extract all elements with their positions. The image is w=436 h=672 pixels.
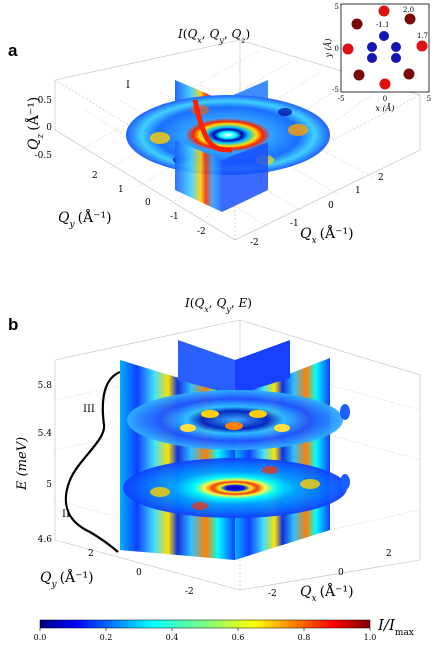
panel-b-qx-axis: -2 0 2 (268, 549, 392, 599)
atom (379, 78, 391, 90)
atom (378, 5, 390, 17)
inset-y-tick: -5 (332, 86, 339, 94)
inset-annotation: -1.1 (376, 21, 390, 29)
qy-tick: 1 (118, 185, 124, 195)
qy-tick: 0 (136, 568, 142, 578)
panel-b-qy-axis: 2 0 -2 (88, 549, 194, 597)
colorbar-gradient (39, 619, 371, 629)
qx-tick: -2 (268, 589, 277, 599)
atom (416, 40, 428, 52)
atom (353, 69, 365, 81)
colorbar-label: I/Imax (377, 616, 414, 638)
qy-axis-label: Qy (Å⁻¹) (58, 208, 112, 230)
panel-b-slice-cap (340, 474, 350, 490)
atom (391, 53, 401, 63)
panel-b-label: b (8, 315, 18, 334)
atom (379, 31, 389, 41)
inset-ylabel: y (Å) (324, 38, 333, 58)
colorbar-tick-label: 0.4 (166, 633, 179, 642)
panel-a-qy-axis: 2 1 0 -1 -2 (92, 171, 206, 237)
qx-axis-label: Qx (Å⁻¹) (300, 582, 354, 604)
e-tick: 5 (46, 480, 52, 490)
panel-a: a I(Qx, Qy, Qz) (8, 27, 421, 248)
panel-b-high-features (180, 410, 290, 432)
inset-x-tick: 0 (383, 95, 387, 103)
qy-tick: -2 (197, 227, 206, 237)
inset-annotation: 1.7 (417, 32, 428, 40)
e-axis-label: E (meV) (15, 437, 30, 491)
qx-tick: -1 (290, 219, 299, 229)
inset-x-tick: 5 (427, 95, 431, 103)
panel-b-wall-top (178, 340, 235, 395)
qz-axis-label: Qz(Å⁻¹) (24, 97, 46, 150)
qy-tick: -1 (170, 212, 179, 222)
panel-b-title: I(Qx, Qy, E) (184, 296, 252, 314)
inset-annotation: 2.0 (403, 6, 414, 14)
panel-b-slice-high (127, 390, 343, 450)
inset-atom-lattice: 2.0 -1.1 1.7 5 0 -5 -5 0 5 x (Å) y (Å) (324, 3, 431, 113)
panel-b: b I(Qx, Qy, E) (8, 296, 421, 604)
qy-tick: 2 (88, 549, 94, 559)
qx-tick: 2 (386, 549, 392, 559)
colorbar-tick-label: 0.6 (232, 633, 245, 642)
atom (351, 18, 363, 30)
qz-tick: 0 (46, 123, 52, 133)
inset-atoms (342, 5, 428, 90)
inset-xlabel: x (Å) (375, 104, 394, 113)
panel-b-wall-top-right (235, 340, 290, 395)
colorbar-tick-label: 0.8 (298, 633, 311, 642)
colorbar-ticks: 0.0 0.2 0.4 0.6 0.8 1.0 (34, 628, 377, 642)
qx-tick: 1 (355, 186, 361, 196)
inset-y-tick: 5 (335, 3, 339, 11)
colorbar-tick-label: 0.2 (100, 633, 113, 642)
colorbar-tick-label: 0.0 (34, 633, 47, 642)
region-label-iii: III (83, 404, 95, 415)
qx-tick: 0 (328, 201, 334, 211)
qy-axis-label: Qy (Å⁻¹) (40, 568, 94, 590)
panel-a-label: a (8, 41, 18, 60)
colorbar-tick-label: 1.0 (364, 633, 377, 642)
qy-tick: 0 (145, 198, 151, 208)
panel-a-wall-front (175, 140, 222, 212)
colorbar: 0.0 0.2 0.4 0.6 0.8 1.0 I/Imax (34, 616, 414, 642)
inset-x-tick: -5 (338, 95, 345, 103)
atom (403, 68, 415, 80)
qx-tick: 2 (378, 173, 384, 183)
inset-y-ticks: 5 0 -5 (332, 3, 339, 94)
atom (367, 53, 377, 63)
inset-x-ticks: -5 0 5 (338, 95, 432, 103)
panel-b-e-axis: 5.8 5.4 5 4.6 (38, 381, 53, 545)
panel-b-slice-low (123, 458, 347, 518)
panel-a-title: I(Qx, Qy, Qz) (177, 27, 250, 45)
panel-b-spectrum-curve (64, 370, 121, 553)
atom (342, 43, 354, 55)
atom (404, 13, 416, 25)
atom (367, 42, 377, 52)
region-label-ii: II (62, 509, 70, 520)
qy-tick: 2 (92, 171, 98, 181)
panel-a-qz-axis: 0.5 0 -0.5 (35, 96, 53, 161)
panel-b-low-features (150, 466, 320, 510)
panel-a-red-arc (192, 99, 233, 153)
qz-tick: 0.5 (38, 96, 53, 106)
qy-tick: -2 (185, 587, 194, 597)
e-tick: 4.6 (38, 535, 53, 545)
e-tick: 5.4 (38, 429, 53, 439)
qx-axis-label: Qx (Å⁻¹) (300, 224, 354, 246)
qz-tick: -0.5 (35, 151, 53, 161)
region-label-i: I (126, 80, 130, 91)
qx-tick: -2 (250, 238, 259, 248)
panel-a-wall-front-right (222, 142, 268, 212)
panel-a-qx-axis: -2 -1 0 1 2 (250, 173, 384, 248)
e-tick: 5.8 (38, 381, 53, 391)
panel-b-slice-cap (340, 404, 350, 420)
qx-tick: 0 (338, 568, 344, 578)
atom (391, 42, 401, 52)
inset-y-tick: 0 (335, 45, 339, 53)
